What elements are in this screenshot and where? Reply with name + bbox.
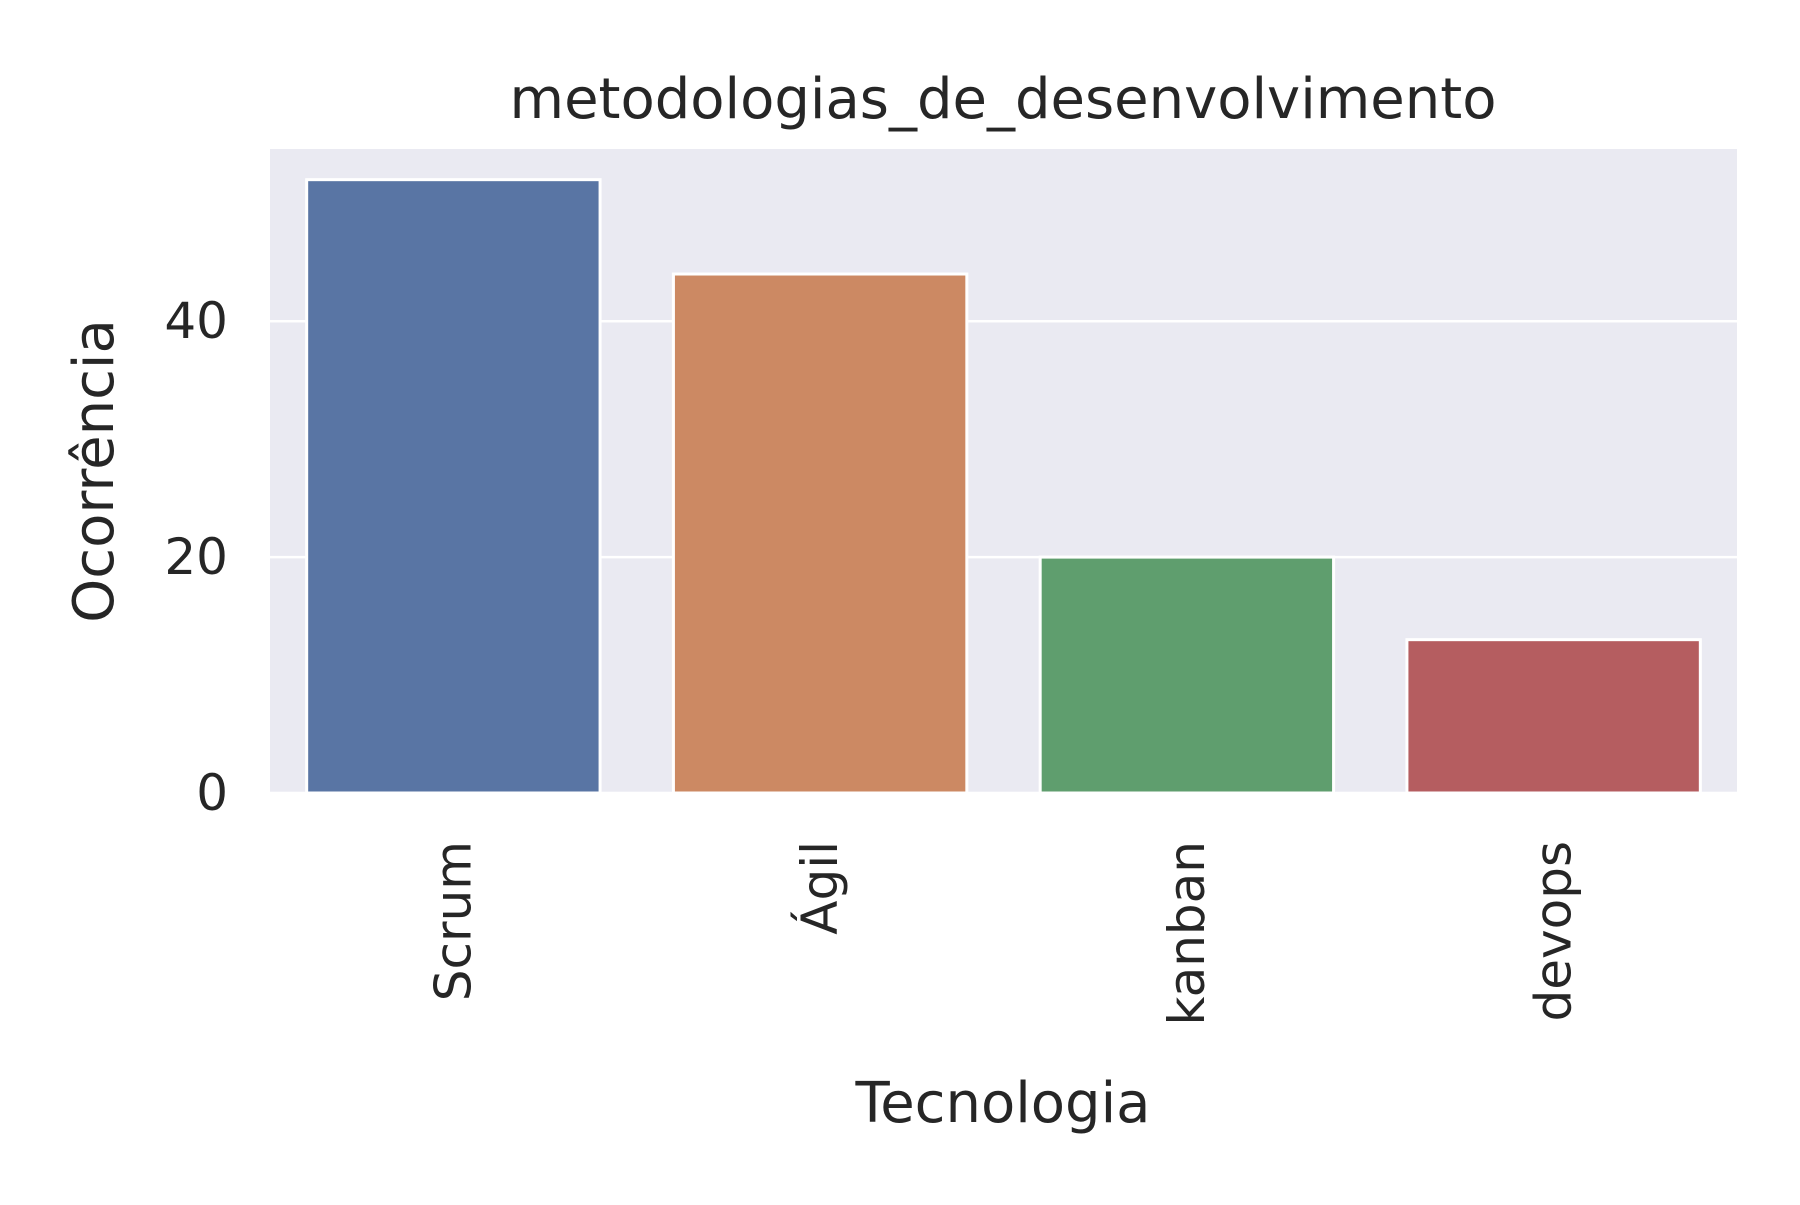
y-tick-label: 0 (196, 764, 228, 822)
x-tick-label: devops (1525, 841, 1583, 1021)
bars (305, 178, 1702, 795)
y-tick-label: 40 (164, 292, 228, 350)
y-axis-title: Ocorrência (62, 319, 127, 623)
x-tick-labels: Scrum Ágil kanban devops (424, 841, 1582, 1025)
x-tick-label: Ágil (790, 841, 849, 935)
x-tick-label: kanban (1158, 841, 1216, 1025)
bar-ágil (671, 272, 969, 795)
x-tick-label: Scrum (424, 841, 482, 1001)
y-tick-labels: 0 20 40 (164, 292, 228, 822)
chart-title: metodologias_de_desenvolvimento (510, 67, 1497, 132)
bar-kanban (1038, 555, 1336, 795)
x-axis-title: Tecnologia (855, 1071, 1151, 1136)
bar-devops (1405, 638, 1702, 795)
bar-scrum (305, 178, 602, 795)
y-tick-label: 20 (164, 528, 228, 586)
